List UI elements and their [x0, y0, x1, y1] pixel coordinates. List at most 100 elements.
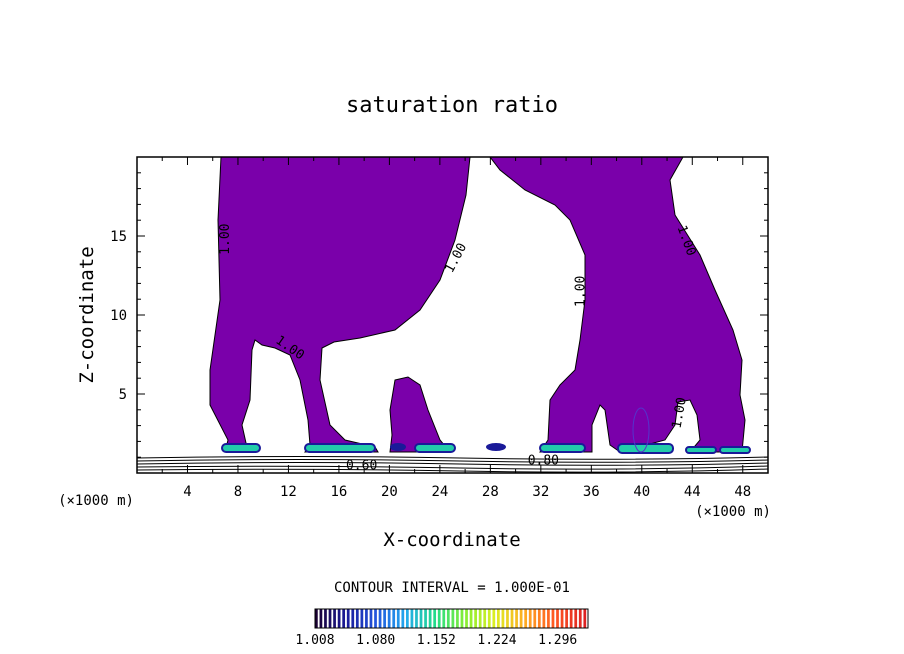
colorbar-swatch — [456, 609, 459, 628]
colorbar-swatch — [578, 609, 582, 628]
colorbar-swatch — [342, 609, 346, 628]
colorbar-swatch — [469, 609, 473, 628]
surface-blob — [486, 443, 506, 451]
x-tick-label: 20 — [381, 484, 398, 500]
colorbar-swatch — [556, 609, 559, 628]
surface-contour-lines — [137, 456, 768, 473]
colorbar-swatch — [428, 609, 432, 628]
colorbar-swatch — [406, 609, 409, 628]
x-axis: 4 8 12 16 20 24 28 32 36 40 44 48 — [161, 157, 751, 500]
colorbar-swatch — [392, 609, 396, 628]
colorbar-swatch — [569, 609, 573, 628]
colorbar-tick-label: 1.008 — [295, 633, 334, 648]
colorbar-swatch — [365, 609, 368, 628]
contour-label: 0.60 — [346, 458, 377, 473]
x-tick-label: 36 — [583, 484, 600, 500]
surface-blob — [414, 443, 456, 453]
y-axis: 5 10 15 — [110, 172, 768, 458]
supersaturated-region-middle — [389, 376, 452, 453]
colorbar-swatch — [319, 609, 323, 628]
colorbar-swatch — [501, 609, 505, 628]
y-tick-label: 15 — [110, 229, 127, 245]
colorbar-swatch — [396, 609, 400, 628]
colorbar-swatch — [351, 609, 355, 628]
contour-label: 1.00 — [218, 224, 233, 255]
colorbar-swatch — [474, 609, 477, 628]
colorbar-swatch — [497, 609, 500, 628]
colorbar-swatch — [387, 609, 391, 628]
surface-blob — [304, 443, 376, 453]
colorbar-swatch — [328, 609, 332, 628]
x-tick-label: 40 — [633, 484, 650, 500]
x-tick-label: 12 — [280, 484, 297, 500]
colorbar-swatch — [424, 609, 427, 628]
colorbar-swatch — [583, 609, 587, 628]
supersaturated-region-left — [209, 157, 471, 453]
chart-title: saturation ratio — [346, 93, 558, 118]
colorbar-swatch — [542, 609, 546, 628]
x-tick-label: 16 — [330, 484, 347, 500]
contour-label: 1.00 — [670, 396, 690, 429]
colorbar-swatch — [528, 609, 532, 628]
colorbar-swatch — [419, 609, 423, 628]
colorbar-swatch — [510, 609, 514, 628]
surface-blob — [390, 443, 406, 451]
colorbar-swatch — [433, 609, 437, 628]
supersaturated-region-right — [489, 157, 746, 453]
colorbar-frame — [314, 608, 589, 629]
colorbar-swatch — [415, 609, 418, 628]
contour-fill-group — [137, 157, 768, 473]
colorbar — [315, 609, 587, 628]
colorbar-swatch — [374, 609, 377, 628]
colorbar-swatch — [492, 609, 496, 628]
colorbar-swatch — [410, 609, 414, 628]
colorbar-swatch — [401, 609, 405, 628]
x-tick-label: 24 — [431, 484, 448, 500]
x-tick-label: 48 — [734, 484, 751, 500]
x-tick-label: 4 — [183, 484, 191, 500]
colorbar-swatch — [383, 609, 386, 628]
colorbar-swatch — [346, 609, 350, 628]
colorbar-swatch — [442, 609, 446, 628]
x-unit-label-left: (×1000 m) — [58, 493, 134, 509]
colorbar-swatch — [355, 609, 359, 628]
colorbar-swatch — [519, 609, 523, 628]
surface-blob — [221, 443, 261, 453]
contour-label: 0.80 — [528, 454, 559, 469]
colorbar-swatch — [574, 609, 578, 628]
colorbar-tick-label: 1.224 — [477, 633, 516, 648]
y-tick-label: 5 — [119, 387, 127, 403]
x-tick-label: 44 — [684, 484, 701, 500]
colorbar-swatch — [551, 609, 555, 628]
colorbar-swatch — [487, 609, 491, 628]
colorbar-swatch — [533, 609, 537, 628]
colorbar-swatch — [315, 609, 318, 628]
x-axis-title: X-coordinate — [383, 529, 520, 551]
x-tick-label: 28 — [482, 484, 499, 500]
x-tick-label: 32 — [532, 484, 549, 500]
contour-label: 1.00 — [574, 276, 589, 307]
surface-blob — [685, 446, 717, 454]
surface-blob — [539, 443, 586, 453]
colorbar-swatch — [333, 609, 336, 628]
colorbar-swatch — [547, 609, 550, 628]
colorbar-swatch — [369, 609, 373, 628]
colorbar-swatch — [560, 609, 564, 628]
y-axis-title: Z-coordinate — [76, 246, 98, 383]
surface-blob — [719, 446, 751, 454]
colorbar-swatch — [360, 609, 364, 628]
contour-interval-note: CONTOUR INTERVAL = 1.000E-01 — [334, 580, 570, 596]
colorbar-tick-label: 1.080 — [356, 633, 395, 648]
colorbar-swatch — [565, 609, 568, 628]
colorbar-swatch — [465, 609, 468, 628]
colorbar-swatch — [337, 609, 341, 628]
colorbar-swatch — [378, 609, 382, 628]
y-tick-label: 10 — [110, 308, 127, 324]
colorbar-swatch — [460, 609, 464, 628]
colorbar-swatch — [324, 609, 327, 628]
colorbar-swatch — [515, 609, 518, 628]
colorbar-swatch — [537, 609, 541, 628]
inner-contour — [632, 407, 650, 453]
colorbar-tick-labels: 1.008 1.080 1.152 1.224 1.296 — [295, 633, 577, 648]
